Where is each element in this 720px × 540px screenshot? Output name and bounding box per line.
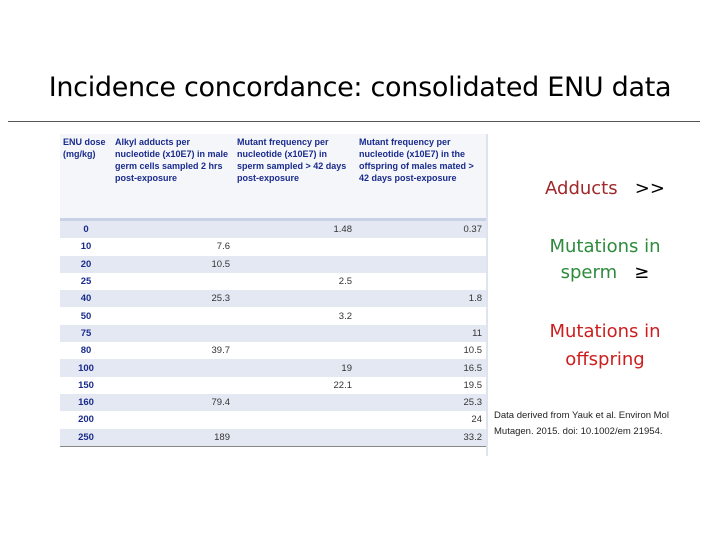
header-divider <box>60 218 486 221</box>
dose-cell: 50 <box>60 307 112 325</box>
sperm-frequency-cell: 3.2 <box>234 307 356 325</box>
offspring-frequency-cell: 16.5 <box>356 359 486 377</box>
table-body: 0 1.48 0.37 10 7.6 20 10.5 25 2.5 40 25.3 1.8 50 3.2 7… <box>60 218 486 447</box>
offspring-frequency-cell <box>356 272 486 291</box>
offspring-frequency-cell: 0.37 <box>356 221 486 239</box>
sperm-frequency-cell <box>234 393 356 412</box>
table-row: 75 11 <box>60 324 486 343</box>
adducts-label: Adducts <box>545 178 618 199</box>
divider-cell <box>356 218 486 221</box>
table-header-row: ENU dose (mg/kg) Alkyl adducts per nucle… <box>60 134 486 218</box>
dose-cell: 10 <box>60 238 112 256</box>
citation-line2: Mutagen. 2015. doi: 10.1002/em 21954. <box>494 426 663 437</box>
dose-cell: 40 <box>60 290 112 308</box>
adducts-cell: 39.7 <box>112 342 234 360</box>
enu-data-table: ENU dose (mg/kg) Alkyl adducts per nucle… <box>60 134 486 447</box>
sperm-frequency-cell <box>234 290 356 308</box>
title-divider <box>8 121 700 122</box>
table-row: 80 39.7 10.5 <box>60 342 486 360</box>
divider-cell <box>234 218 356 221</box>
adducts-cell: 25.3 <box>112 290 234 308</box>
table-row: 20 10.5 <box>60 255 486 273</box>
sperm-frequency-cell <box>234 342 356 360</box>
dose-cell: 250 <box>60 428 112 447</box>
table-row: 0 1.48 0.37 <box>60 221 486 239</box>
sperm-frequency-cell: 19 <box>234 359 356 377</box>
table-row: 10 7.6 <box>60 238 486 256</box>
dose-cell: 75 <box>60 324 112 343</box>
table-row: 200 24 <box>60 411 486 429</box>
table-row: 100 19 16.5 <box>60 359 486 377</box>
adducts-cell: 79.4 <box>112 393 234 412</box>
greater-or-equal-operator: ≥ <box>634 262 650 283</box>
divider-cell <box>60 218 112 221</box>
sperm-frequency-cell <box>234 428 356 447</box>
dose-cell: 80 <box>60 342 112 360</box>
offspring-frequency-cell <box>356 255 486 273</box>
adducts-cell <box>112 359 234 377</box>
sperm-frequency-cell: 1.48 <box>234 221 356 239</box>
adducts-cell <box>112 272 234 291</box>
offspring-frequency-cell: 10.5 <box>356 342 486 360</box>
sperm-frequency-cell: 2.5 <box>234 272 356 291</box>
header-offspring-mutant-frequency: Mutant frequency per nucleotide (x10E7) … <box>356 134 486 218</box>
offspring-mutations-label-line2: offspring <box>565 349 645 370</box>
offspring-mutations-label: Mutations in offspring <box>530 318 680 374</box>
offspring-frequency-cell: 25.3 <box>356 393 486 412</box>
offspring-frequency-cell: 11 <box>356 324 486 343</box>
adducts-cell <box>112 324 234 343</box>
adducts-cell <box>112 307 234 325</box>
sperm-frequency-cell <box>234 324 356 343</box>
table-row: 40 25.3 1.8 <box>60 290 486 308</box>
adducts-cell <box>112 221 234 239</box>
adducts-comparison: Adducts >> <box>530 178 680 199</box>
sperm-frequency-cell <box>234 255 356 273</box>
dose-cell: 25 <box>60 272 112 291</box>
citation-line1: Data derived from Yauk et al. Environ Mo… <box>494 410 669 421</box>
offspring-frequency-cell: 33.2 <box>356 428 486 447</box>
header-dose: ENU dose (mg/kg) <box>60 134 112 218</box>
table-edge <box>486 134 488 456</box>
table-row: 150 22.1 19.5 <box>60 376 486 394</box>
offspring-frequency-cell: 1.8 <box>356 290 486 308</box>
adducts-cell: 189 <box>112 428 234 447</box>
sperm-frequency-cell <box>234 238 356 256</box>
sperm-frequency-cell: 22.1 <box>234 376 356 394</box>
dose-cell: 160 <box>60 393 112 412</box>
dose-cell: 150 <box>60 376 112 394</box>
adducts-cell <box>112 411 234 429</box>
dose-cell: 200 <box>60 411 112 429</box>
offspring-frequency-cell: 24 <box>356 411 486 429</box>
dose-cell: 20 <box>60 255 112 273</box>
table-row: 50 3.2 <box>60 307 486 325</box>
offspring-frequency-cell <box>356 307 486 325</box>
offspring-mutations-label-line1: Mutations in <box>549 321 661 342</box>
much-greater-than-operator: >> <box>634 178 665 199</box>
offspring-frequency-cell: 19.5 <box>356 376 486 394</box>
dose-cell: 100 <box>60 359 112 377</box>
data-citation: Data derived from Yauk et al. Environ Mo… <box>494 408 714 440</box>
sperm-mutations-label-line1: Mutations in <box>549 236 661 257</box>
divider-cell <box>112 218 234 221</box>
table-row: 25 2.5 <box>60 272 486 291</box>
offspring-frequency-cell <box>356 238 486 256</box>
header-sperm-mutant-frequency: Mutant frequency per nucleotide (x10E7) … <box>234 134 356 218</box>
sperm-mutations-label-line2: sperm <box>560 262 618 283</box>
sperm-mutations-comparison: Mutations in sperm ≥ <box>530 234 680 286</box>
header-adducts: Alkyl adducts per nucleotide (x10E7) in … <box>112 134 234 218</box>
slide-title: Incidence concordance: consolidated ENU … <box>48 72 672 103</box>
table-row: 250 189 33.2 <box>60 428 486 447</box>
adducts-cell: 7.6 <box>112 238 234 256</box>
dose-cell: 0 <box>60 221 112 239</box>
table-row: 160 79.4 25.3 <box>60 393 486 412</box>
adducts-cell <box>112 376 234 394</box>
sperm-frequency-cell <box>234 411 356 429</box>
adducts-cell: 10.5 <box>112 255 234 273</box>
